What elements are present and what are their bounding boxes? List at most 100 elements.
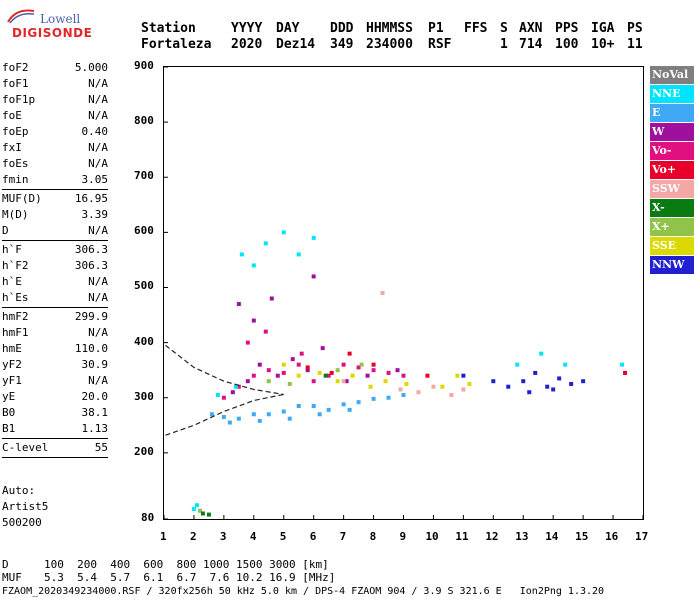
auto-artist: Artist5: [2, 500, 49, 513]
echo-point: [356, 400, 361, 405]
header-label-pps: PPS: [555, 21, 579, 36]
param-row: yF2 30.9: [2, 357, 108, 373]
param-divider: [2, 457, 108, 458]
param-divider: [2, 438, 108, 439]
legend-item: NNW: [650, 256, 694, 274]
echo-point: [206, 512, 211, 517]
legend-item: SSW: [650, 180, 694, 198]
echo-point: [317, 412, 322, 417]
x-tick-label: 7: [339, 530, 347, 543]
x-tick-label: 14: [545, 530, 559, 543]
echo-point: [251, 373, 256, 378]
param-name: foEp: [2, 125, 29, 138]
param-row: fxI N/A: [2, 140, 108, 156]
header-value-iga: 10+: [591, 37, 615, 52]
echo-point: [296, 373, 301, 378]
echo-point: [569, 381, 574, 386]
echo-point: [455, 373, 460, 378]
header-label-ps: PS: [627, 21, 643, 36]
header-value-station: Fortaleza: [141, 37, 212, 52]
echo-point: [263, 241, 268, 246]
scaled-parameters-panel: foF2 5.000 foF1 N/A foF1p N/A foE N/A foEp 0.40 fx…: [2, 60, 108, 459]
param-name: fxI: [2, 141, 22, 154]
param-value: 5.000: [74, 61, 108, 74]
param-value: N/A: [88, 157, 108, 170]
param-name: foEs: [2, 157, 29, 170]
echo-point: [620, 362, 625, 367]
echo-point: [281, 362, 286, 367]
param-name: yF1: [2, 374, 22, 387]
echo-point: [341, 379, 346, 384]
param-name: MUF(D): [2, 192, 42, 205]
echo-point: [416, 390, 421, 395]
header-value-yyyy: 2020: [231, 37, 263, 52]
echo-point: [257, 418, 262, 423]
y-tick-label: 500: [134, 279, 154, 293]
param-divider: [2, 307, 108, 308]
header-label-hhmmss: HHMMSS: [366, 21, 413, 36]
param-row: foEp 0.40: [2, 124, 108, 140]
echo-point: [305, 368, 310, 373]
echo-point: [545, 384, 550, 389]
echo-point: [320, 346, 325, 351]
echo-point: [386, 370, 391, 375]
echo-point: [527, 390, 532, 395]
legend-item: E: [650, 104, 694, 122]
x-tick-label: 17: [635, 530, 649, 543]
x-tick-label: 3: [219, 530, 227, 543]
header-label-yyyy: YYYY: [231, 21, 263, 36]
param-name: yE: [2, 390, 16, 403]
param-value: 110.0: [74, 342, 108, 355]
footer-info: FZAOM_2020349234000.RSF / 320fx256h 50 k…: [2, 586, 605, 597]
param-row: h`F2 306.3: [2, 258, 108, 274]
echo-point: [557, 376, 562, 381]
echo-point: [359, 362, 364, 367]
param-row: M(D) 3.39: [2, 207, 108, 223]
param-value: N/A: [88, 77, 108, 90]
echo-point: [317, 370, 322, 375]
param-value: N/A: [88, 109, 108, 122]
param-value: N/A: [88, 224, 108, 237]
param-row: h`Es N/A: [2, 290, 108, 306]
param-name: foF1: [2, 77, 29, 90]
echo-point: [347, 407, 352, 412]
echo-point: [275, 373, 280, 378]
header-value-ps: 11: [627, 37, 643, 52]
echo-point: [344, 379, 349, 384]
param-row: B0 38.1: [2, 405, 108, 421]
header-value-pps: 100: [555, 37, 579, 52]
echo-point: [380, 291, 385, 295]
echo-point: [251, 318, 256, 323]
echo-point: [296, 362, 301, 367]
echo-point: [551, 387, 556, 392]
echo-point: [383, 379, 388, 384]
param-name: fmin: [2, 173, 29, 186]
header-value-ddd: 349: [330, 37, 354, 52]
echo-point: [239, 252, 244, 257]
param-name: C-level: [2, 441, 49, 454]
param-value: N/A: [88, 291, 108, 304]
legend-item: NNE: [650, 85, 694, 103]
auto-label: Auto:: [2, 484, 36, 497]
echo-point: [296, 404, 301, 408]
param-value: 30.9: [81, 358, 109, 371]
echo-point: [533, 370, 538, 375]
echo-point: [215, 392, 220, 397]
param-name: h`F: [2, 243, 22, 256]
echo-point: [335, 379, 340, 384]
echo-point: [245, 379, 250, 384]
echo-point: [401, 373, 406, 378]
echo-point: [191, 507, 196, 512]
logo-swoosh-icon: [7, 9, 35, 24]
echo-point: [326, 407, 331, 412]
param-row: C-level 55: [2, 440, 108, 456]
param-value: 3.39: [81, 208, 109, 221]
echo-point: [350, 373, 355, 378]
echo-point: [287, 381, 292, 386]
param-name: B0: [2, 406, 16, 419]
header-label-day: DAY: [276, 21, 300, 36]
echo-point: [356, 365, 361, 370]
echo-point: [290, 357, 295, 362]
echo-point: [245, 340, 250, 345]
echo-point: [209, 412, 214, 417]
